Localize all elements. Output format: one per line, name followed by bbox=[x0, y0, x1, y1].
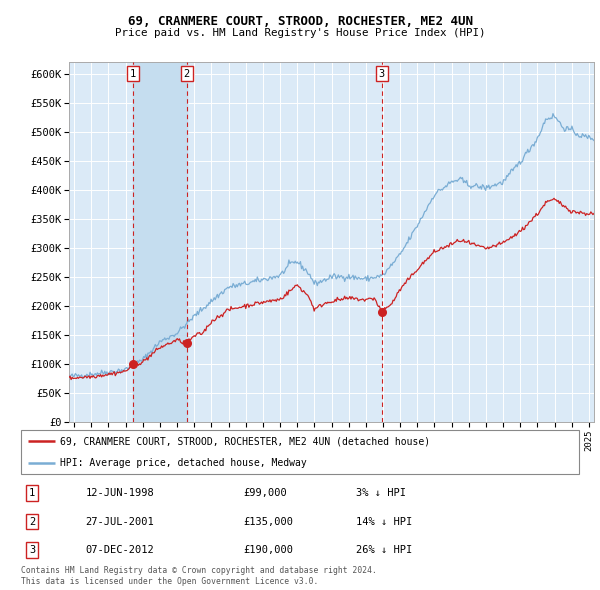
Text: Price paid vs. HM Land Registry's House Price Index (HPI): Price paid vs. HM Land Registry's House … bbox=[115, 28, 485, 38]
FancyBboxPatch shape bbox=[21, 430, 579, 474]
Text: 27-JUL-2001: 27-JUL-2001 bbox=[86, 516, 154, 526]
Text: 3: 3 bbox=[379, 68, 385, 78]
Bar bbox=[133, 62, 187, 422]
Text: 2: 2 bbox=[29, 516, 35, 526]
Text: £190,000: £190,000 bbox=[244, 545, 293, 555]
Text: 1: 1 bbox=[130, 68, 136, 78]
Text: 69, CRANMERE COURT, STROOD, ROCHESTER, ME2 4UN: 69, CRANMERE COURT, STROOD, ROCHESTER, M… bbox=[128, 15, 473, 28]
Text: 12-JUN-1998: 12-JUN-1998 bbox=[86, 489, 154, 499]
Text: £135,000: £135,000 bbox=[244, 516, 293, 526]
Text: 69, CRANMERE COURT, STROOD, ROCHESTER, ME2 4UN (detached house): 69, CRANMERE COURT, STROOD, ROCHESTER, M… bbox=[60, 437, 430, 447]
Text: 07-DEC-2012: 07-DEC-2012 bbox=[86, 545, 154, 555]
Text: 14% ↓ HPI: 14% ↓ HPI bbox=[356, 516, 413, 526]
Text: Contains HM Land Registry data © Crown copyright and database right 2024.
This d: Contains HM Land Registry data © Crown c… bbox=[21, 566, 377, 586]
Text: 1: 1 bbox=[29, 489, 35, 499]
Text: 26% ↓ HPI: 26% ↓ HPI bbox=[356, 545, 413, 555]
Text: 3: 3 bbox=[29, 545, 35, 555]
Text: £99,000: £99,000 bbox=[244, 489, 287, 499]
Text: 3% ↓ HPI: 3% ↓ HPI bbox=[356, 489, 406, 499]
Text: HPI: Average price, detached house, Medway: HPI: Average price, detached house, Medw… bbox=[60, 457, 307, 467]
Text: 2: 2 bbox=[184, 68, 190, 78]
